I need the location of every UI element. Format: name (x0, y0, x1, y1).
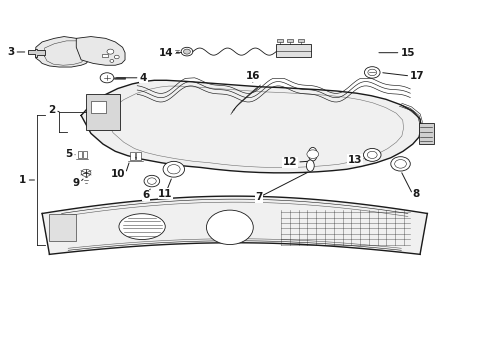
Polygon shape (42, 196, 427, 255)
Text: 17: 17 (409, 71, 424, 81)
Circle shape (163, 161, 184, 177)
Circle shape (306, 150, 318, 158)
Ellipse shape (308, 147, 317, 161)
Circle shape (114, 55, 119, 59)
Text: 5: 5 (65, 149, 72, 159)
Text: 2: 2 (48, 105, 55, 115)
Bar (298, 39, 304, 41)
Circle shape (366, 151, 376, 158)
Circle shape (367, 69, 376, 76)
Circle shape (81, 169, 91, 176)
Circle shape (183, 49, 190, 54)
Text: 7: 7 (255, 192, 262, 202)
Polygon shape (86, 94, 120, 130)
Circle shape (394, 159, 406, 168)
Text: 1: 1 (19, 175, 26, 185)
Text: 6: 6 (142, 190, 149, 200)
Bar (418, 123, 433, 144)
Text: 4: 4 (140, 73, 147, 83)
Circle shape (363, 148, 380, 161)
Text: 16: 16 (245, 71, 260, 81)
Text: 8: 8 (412, 189, 419, 199)
Circle shape (100, 73, 114, 83)
Text: 10: 10 (111, 168, 125, 179)
Circle shape (364, 67, 379, 78)
Polygon shape (76, 37, 125, 65)
Circle shape (147, 178, 156, 184)
Ellipse shape (306, 160, 314, 171)
FancyBboxPatch shape (276, 44, 311, 57)
Polygon shape (81, 80, 420, 173)
Text: 13: 13 (347, 154, 362, 165)
Bar (83, 151, 87, 158)
Bar (130, 152, 135, 160)
Polygon shape (36, 37, 91, 67)
Polygon shape (27, 49, 44, 57)
Circle shape (107, 49, 114, 54)
Text: 9: 9 (72, 177, 80, 188)
Circle shape (390, 157, 409, 171)
Polygon shape (49, 214, 76, 241)
Circle shape (167, 165, 180, 174)
Bar (78, 151, 82, 158)
Text: 3: 3 (7, 47, 14, 57)
Circle shape (110, 59, 114, 62)
Bar (102, 54, 108, 57)
Text: 12: 12 (282, 157, 297, 167)
Circle shape (144, 175, 159, 187)
Text: 14: 14 (159, 48, 173, 58)
Circle shape (206, 210, 253, 244)
Circle shape (181, 47, 192, 56)
Text: 11: 11 (158, 189, 172, 199)
Text: 15: 15 (400, 48, 414, 58)
Polygon shape (91, 101, 105, 113)
Bar (287, 39, 293, 41)
Bar (136, 152, 141, 160)
Bar (276, 39, 282, 41)
Ellipse shape (119, 214, 165, 239)
